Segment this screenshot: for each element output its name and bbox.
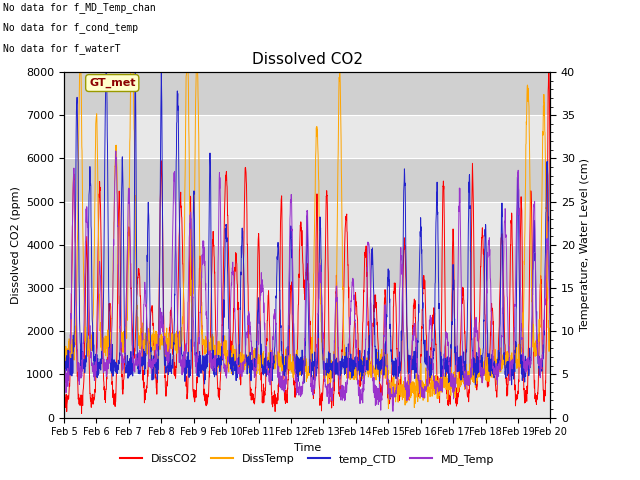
Text: No data for f_waterT: No data for f_waterT — [3, 43, 121, 54]
Bar — [64, 115, 550, 158]
Bar — [64, 331, 550, 374]
Bar — [64, 202, 550, 245]
Legend: DissCO2, DissTemp, temp_CTD, MD_Temp: DissCO2, DissTemp, temp_CTD, MD_Temp — [115, 450, 499, 469]
Bar — [64, 288, 550, 331]
Bar — [64, 158, 550, 202]
Y-axis label: Temperature, Water Level (cm): Temperature, Water Level (cm) — [580, 158, 591, 331]
Text: No data for f_cond_temp: No data for f_cond_temp — [3, 23, 138, 34]
Y-axis label: Dissolved CO2 (ppm): Dissolved CO2 (ppm) — [11, 186, 20, 304]
Title: Dissolved CO2: Dissolved CO2 — [252, 52, 363, 67]
Bar — [64, 245, 550, 288]
Bar — [64, 374, 550, 418]
Bar — [64, 72, 550, 115]
Text: No data for f_MD_Temp_chan: No data for f_MD_Temp_chan — [3, 2, 156, 13]
Text: GT_met: GT_met — [89, 78, 136, 88]
X-axis label: Time: Time — [294, 443, 321, 453]
